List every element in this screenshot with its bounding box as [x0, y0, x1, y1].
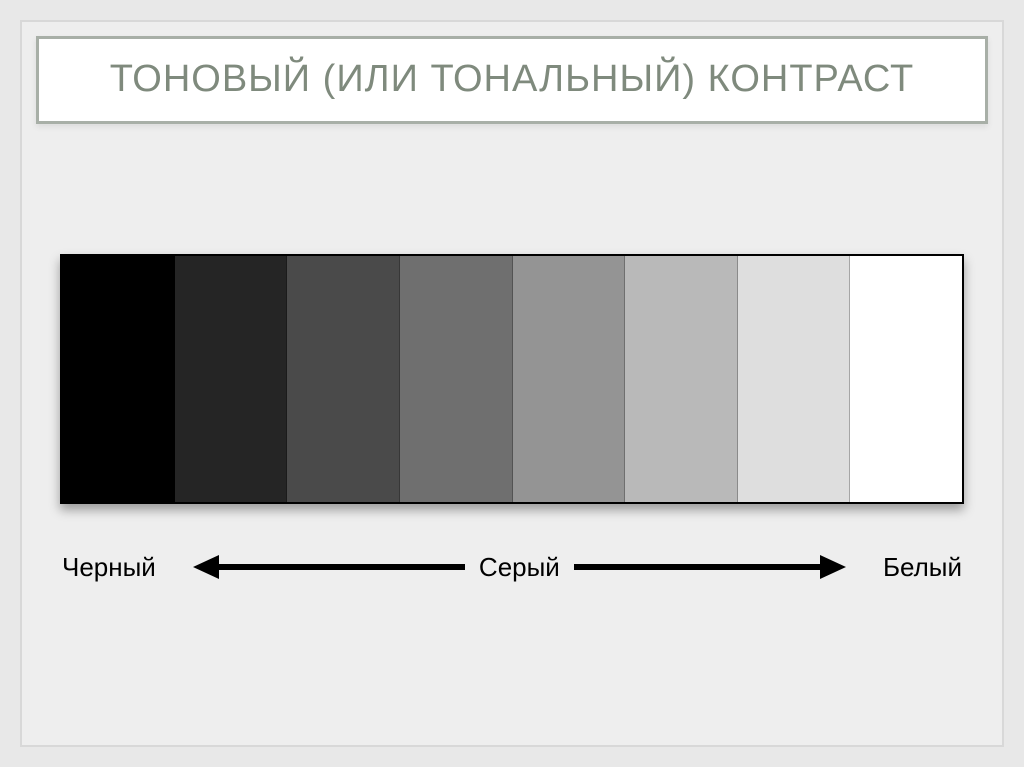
- scale-labels: Черный Серый Белый: [60, 552, 964, 583]
- swatch-5: [625, 256, 738, 502]
- arrow-right-head-icon: [820, 555, 846, 579]
- label-black: Черный: [62, 552, 156, 583]
- swatch-0: [62, 256, 175, 502]
- label-white: Белый: [883, 552, 962, 583]
- arrow-left-line: [217, 564, 465, 570]
- page-title: ТОНОВЫЙ (ИЛИ ТОНАЛЬНЫЙ) КОНТРАСТ: [59, 57, 965, 103]
- content-area: Черный Серый Белый: [36, 254, 988, 583]
- label-gray: Серый: [479, 552, 560, 583]
- arrow-right: [574, 558, 844, 576]
- title-box: ТОНОВЫЙ (ИЛИ ТОНАЛЬНЫЙ) КОНТРАСТ: [36, 36, 988, 124]
- arrow-right-line: [574, 564, 822, 570]
- swatch-2: [287, 256, 400, 502]
- swatch-7: [850, 256, 962, 502]
- swatch-1: [175, 256, 288, 502]
- arrow-left: [195, 558, 465, 576]
- tonal-swatch-row: [60, 254, 964, 504]
- swatch-4: [513, 256, 626, 502]
- swatch-3: [400, 256, 513, 502]
- arrow-group: Серый: [174, 552, 865, 583]
- swatch-6: [738, 256, 851, 502]
- slide-frame: ТОНОВЫЙ (ИЛИ ТОНАЛЬНЫЙ) КОНТРАСТ Черный …: [20, 20, 1004, 747]
- arrow-left-head-icon: [193, 555, 219, 579]
